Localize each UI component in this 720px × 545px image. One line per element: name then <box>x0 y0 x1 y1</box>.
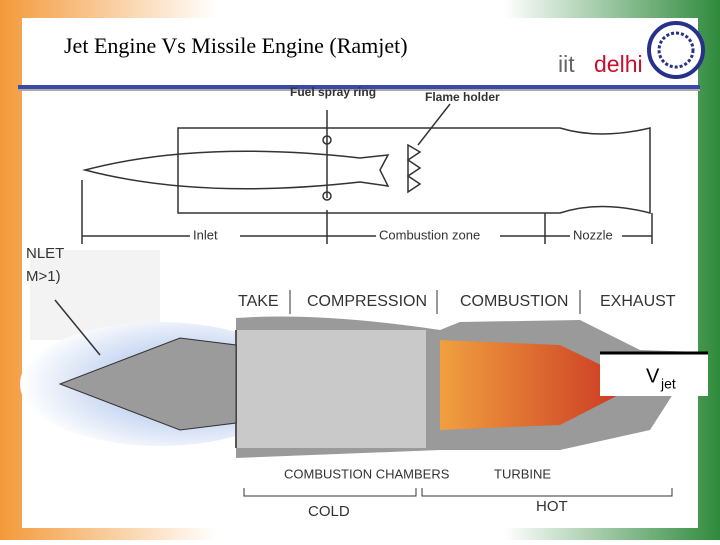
logo-text: delhi <box>594 51 643 77</box>
zone-bracket <box>421 488 673 497</box>
inlet-note: M>1) <box>26 268 61 285</box>
stage-label: TAKE <box>238 293 279 310</box>
part-label: COMBUSTION CHAMBERS <box>284 466 450 481</box>
logo-emblem <box>647 21 705 79</box>
zone-bracket <box>243 488 417 497</box>
stage-label: EXHAUST <box>600 293 676 310</box>
part-label: TURBINE <box>494 466 551 481</box>
label-bg <box>376 229 500 243</box>
label: Flame holder <box>425 90 500 104</box>
label-bg <box>190 229 240 243</box>
label: Combustion zone <box>379 227 480 242</box>
title: Jet Engine Vs Missile Engine (Ramjet) <box>64 33 408 58</box>
compressor <box>236 330 426 448</box>
hot-section <box>440 340 640 430</box>
label: Nozzle <box>573 227 613 242</box>
fuel-ring <box>322 191 332 201</box>
fuel-ring <box>322 135 332 145</box>
logo-text: iit <box>558 51 575 77</box>
leader-line <box>54 299 101 356</box>
ramjet-centerbody <box>82 150 390 190</box>
velocity-subscript: jet <box>660 376 676 392</box>
label-bg <box>570 229 622 243</box>
stage-label: COMPRESSION <box>307 293 427 310</box>
inlet-cone <box>58 337 237 431</box>
zone-label: COLD <box>308 503 350 520</box>
label: Inlet <box>193 227 218 242</box>
flame-holder <box>406 143 422 194</box>
inlet-note: NLET <box>26 245 64 262</box>
logo-emblem <box>657 31 695 69</box>
velocity-symbol: V <box>646 365 660 387</box>
stage-label: COMBUSTION <box>460 293 568 310</box>
label: Fuel spray ring <box>290 85 376 99</box>
ramjet-diagram <box>81 103 653 244</box>
ramjet-casing <box>177 127 651 214</box>
zone-label: HOT <box>536 498 568 515</box>
velocity-box <box>600 352 708 396</box>
leader-line <box>417 103 451 146</box>
